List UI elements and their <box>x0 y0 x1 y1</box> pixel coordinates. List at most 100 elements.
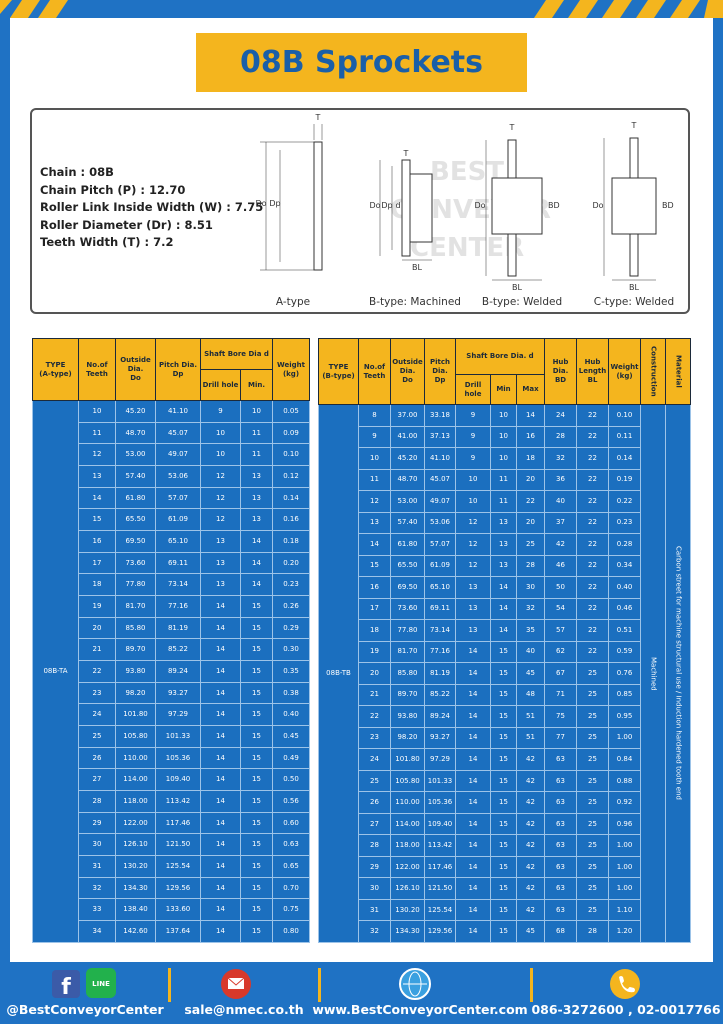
table-cell: 34 <box>78 920 116 943</box>
table-cell: 45 <box>515 662 546 685</box>
cell-text: 30 <box>526 582 535 591</box>
cell-text: 93.80 <box>125 666 146 675</box>
cell-text: 24 <box>92 710 102 719</box>
cell-text: 117.46 <box>427 862 453 871</box>
social-handle: @BestConveyorCenter <box>6 1002 164 1017</box>
cell-text: 98.20 <box>125 688 146 697</box>
table-cell: 14 <box>455 662 491 685</box>
table-cell: 22 <box>576 490 610 513</box>
table-cell: 14 <box>455 898 491 922</box>
cell-text: 12 <box>92 450 102 459</box>
cell-text: 26 <box>370 798 379 807</box>
cell-text: 13 <box>468 604 478 613</box>
table-cell: Machined <box>640 404 667 943</box>
table-cell: 97.29 <box>424 748 456 771</box>
table-cell: 15 <box>490 855 517 879</box>
table-cell: 0.12 <box>272 465 310 488</box>
cell-text: (A-type) <box>39 369 72 378</box>
cell-text: 14 <box>468 884 478 893</box>
cell-text: 22 <box>526 496 535 505</box>
cell-text: 121.50 <box>427 884 453 893</box>
data-row: 32 134.30 129.56 14 15 45 68 28 1.20 <box>319 920 691 943</box>
table-cell: 12 <box>455 511 491 535</box>
table-cell: 0.60 <box>272 811 310 835</box>
table-cell: 25 <box>78 725 116 748</box>
cell-text: 13 <box>499 539 508 548</box>
table-cell: Pitch Dia. Dp <box>155 338 201 401</box>
table-cell: 53.00 <box>390 490 425 513</box>
cell-text: 1.20 <box>616 927 633 936</box>
cell-text: 50 <box>556 582 565 591</box>
table-cell: 11 <box>490 490 517 513</box>
table-cell: 73.14 <box>424 619 456 642</box>
cell-text: 14 <box>216 688 225 697</box>
data-row: 31 130.20 125.54 14 15 42 63 25 1.10 <box>319 898 691 922</box>
table-cell: 0.49 <box>272 746 310 770</box>
table-cell: 113.42 <box>155 790 201 813</box>
cell-text: 15 <box>499 668 508 677</box>
table-cell: 42 <box>515 748 546 771</box>
cell-text: 85.22 <box>429 690 451 699</box>
cell-text: 122.00 <box>123 818 148 827</box>
cell-text: 24 <box>370 755 379 763</box>
cell-text: 22 <box>370 711 379 720</box>
cell-text: 11 <box>92 428 102 437</box>
cell-text: 0.60 <box>283 818 299 827</box>
cell-text: 25 <box>588 755 597 763</box>
data-row: 24 101.80 97.29 14 15 42 63 25 0.84 <box>319 748 691 771</box>
table-cell: 93.80 <box>115 660 156 683</box>
table-cell: TYPE (A-type) <box>32 338 79 401</box>
table-cell: 0.11 <box>608 425 642 449</box>
cell-text: 14 <box>370 539 379 548</box>
table-cell: 1.00 <box>608 834 642 857</box>
cell-text: Weight <box>277 360 305 369</box>
cell-text: 10 <box>468 496 478 505</box>
cell-text: 65.50 <box>125 515 146 524</box>
cell-text: 0.95 <box>616 711 633 720</box>
data-row: 22 93.80 89.24 14 15 51 75 25 0.95 <box>319 705 691 728</box>
cell-text: 93.80 <box>397 711 418 720</box>
table-cell: 15 <box>490 877 517 900</box>
table-cell: 23 <box>78 681 116 705</box>
cell-text: 15 <box>252 688 261 697</box>
table-cell: 77.80 <box>115 573 156 597</box>
table-cell: 14 <box>490 597 517 621</box>
cell-text: Dia. <box>552 367 569 375</box>
cell-text: 12 <box>216 493 225 502</box>
table-cell: 40 <box>544 490 578 513</box>
footer: f LINE @BestConveyorCenter sale@nmec.co.… <box>0 962 723 1024</box>
table-cell: 18 <box>515 447 546 470</box>
cell-text: 109.40 <box>427 819 453 828</box>
cell-text: 0.59 <box>616 647 633 656</box>
cell-text: 0.19 <box>616 475 633 484</box>
cell-text: 25 <box>588 905 597 914</box>
table-cell: 45 <box>515 920 546 943</box>
cell-text: 81.19 <box>167 623 189 632</box>
table-cell: 15 <box>240 898 273 922</box>
cell-text: 63 <box>556 798 565 807</box>
table-cell: 14 <box>455 748 491 771</box>
table-cell: 45.07 <box>155 421 201 445</box>
table-cell: No.of Teeth <box>358 338 391 405</box>
table-cell: 14 <box>200 681 241 705</box>
cell-text: 08B-TA <box>43 666 68 675</box>
cell-text: 31 <box>370 905 379 914</box>
table-cell: 30 <box>358 877 391 900</box>
table-cell: 10 <box>490 425 517 449</box>
dim-label: Dp <box>381 201 392 210</box>
table-cell: 14 <box>455 683 491 707</box>
cell-text: 0.38 <box>283 688 299 697</box>
table-cell: 15 <box>240 703 273 727</box>
cell-text: 77.80 <box>397 625 418 634</box>
table-cell: 14 <box>455 640 491 664</box>
cell-text: 73.14 <box>167 580 189 589</box>
cell-text: 28 <box>588 927 597 936</box>
cell-text: Min <box>496 385 511 393</box>
cell-text: 15 <box>252 796 261 805</box>
cell-text: 28 <box>92 796 102 805</box>
table-cell: 85.80 <box>115 616 156 640</box>
cell-text: 10 <box>92 406 102 415</box>
cell-text: 0.09 <box>283 428 299 437</box>
cell-text: 81.70 <box>125 601 146 610</box>
